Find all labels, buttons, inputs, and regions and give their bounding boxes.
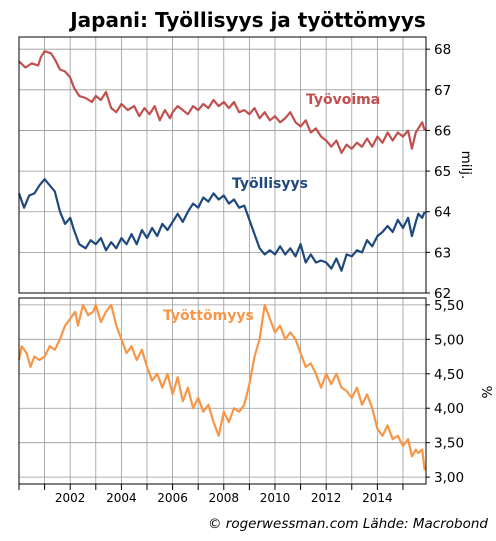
top-y-tick-label: 62 xyxy=(434,286,451,302)
bottom-y-tick-label: 4,00 xyxy=(434,401,464,417)
x-tick-label: 2012 xyxy=(311,491,342,505)
bottom-y-tick-label: 3,00 xyxy=(434,470,464,486)
top-series-lines xyxy=(17,50,426,272)
series-line-työllisyys xyxy=(17,178,426,272)
series-label-tyovoima: Työvoima xyxy=(306,92,380,108)
series-line-työvoima xyxy=(18,50,426,154)
x-tick-label: 2010 xyxy=(260,491,291,505)
series-label-tyollisyys: Työllisyys xyxy=(232,176,308,192)
top-y-tick-label: 66 xyxy=(434,123,451,139)
top-y-tick-label: 68 xyxy=(434,42,451,58)
top-y-tick-label: 65 xyxy=(434,164,451,180)
top-gridlines xyxy=(19,37,426,294)
unemployment-chart-panel: 3,00 3,50 4,00 4,50 5,00 5,50 % Työttömyys xyxy=(17,297,494,486)
bottom-plot-frame xyxy=(18,297,427,485)
x-tick-label: 2004 xyxy=(106,491,137,505)
source-credit: © rogerwessman.com Lähde: Macrobond xyxy=(208,516,488,532)
top-y-tick-label: 67 xyxy=(434,83,451,99)
chart-title: Japani: Työllisyys ja työttömyys xyxy=(68,8,426,32)
bottom-gridlines xyxy=(19,298,426,484)
bottom-y-tick-labels: 3,00 3,50 4,00 4,50 5,00 5,50 xyxy=(426,298,464,486)
bottom-y-tick-label: 5,00 xyxy=(434,332,464,348)
bottom-series-lines xyxy=(17,303,426,471)
top-plot-frame xyxy=(18,36,427,294)
top-y-tick-label: 63 xyxy=(434,245,451,261)
x-tick-label: 2006 xyxy=(157,491,188,505)
top-y-tick-labels: 62 63 64 65 66 67 68 xyxy=(426,42,451,302)
x-tick-label: 2008 xyxy=(209,491,240,505)
bottom-unit-label: % xyxy=(478,386,494,399)
bottom-y-tick-label: 3,50 xyxy=(434,436,464,452)
top-y-tick-label: 64 xyxy=(434,205,451,221)
x-axis: 2002 2004 2006 2008 2010 2012 2014 xyxy=(18,484,404,505)
bottom-y-tick-label: 4,50 xyxy=(434,367,464,383)
series-label-tyottomyys: Työttömyys xyxy=(163,308,254,324)
series-line-työttömyys xyxy=(17,303,426,471)
x-tick-label: 2014 xyxy=(362,491,393,505)
bottom-y-tick-label: 5,50 xyxy=(434,298,464,314)
top-unit-label: milj. xyxy=(458,151,474,180)
labor-chart-panel: 62 63 64 65 66 67 68 milj. Työvoima Työllisyys xyxy=(17,36,474,302)
x-tick-label: 2002 xyxy=(55,491,86,505)
